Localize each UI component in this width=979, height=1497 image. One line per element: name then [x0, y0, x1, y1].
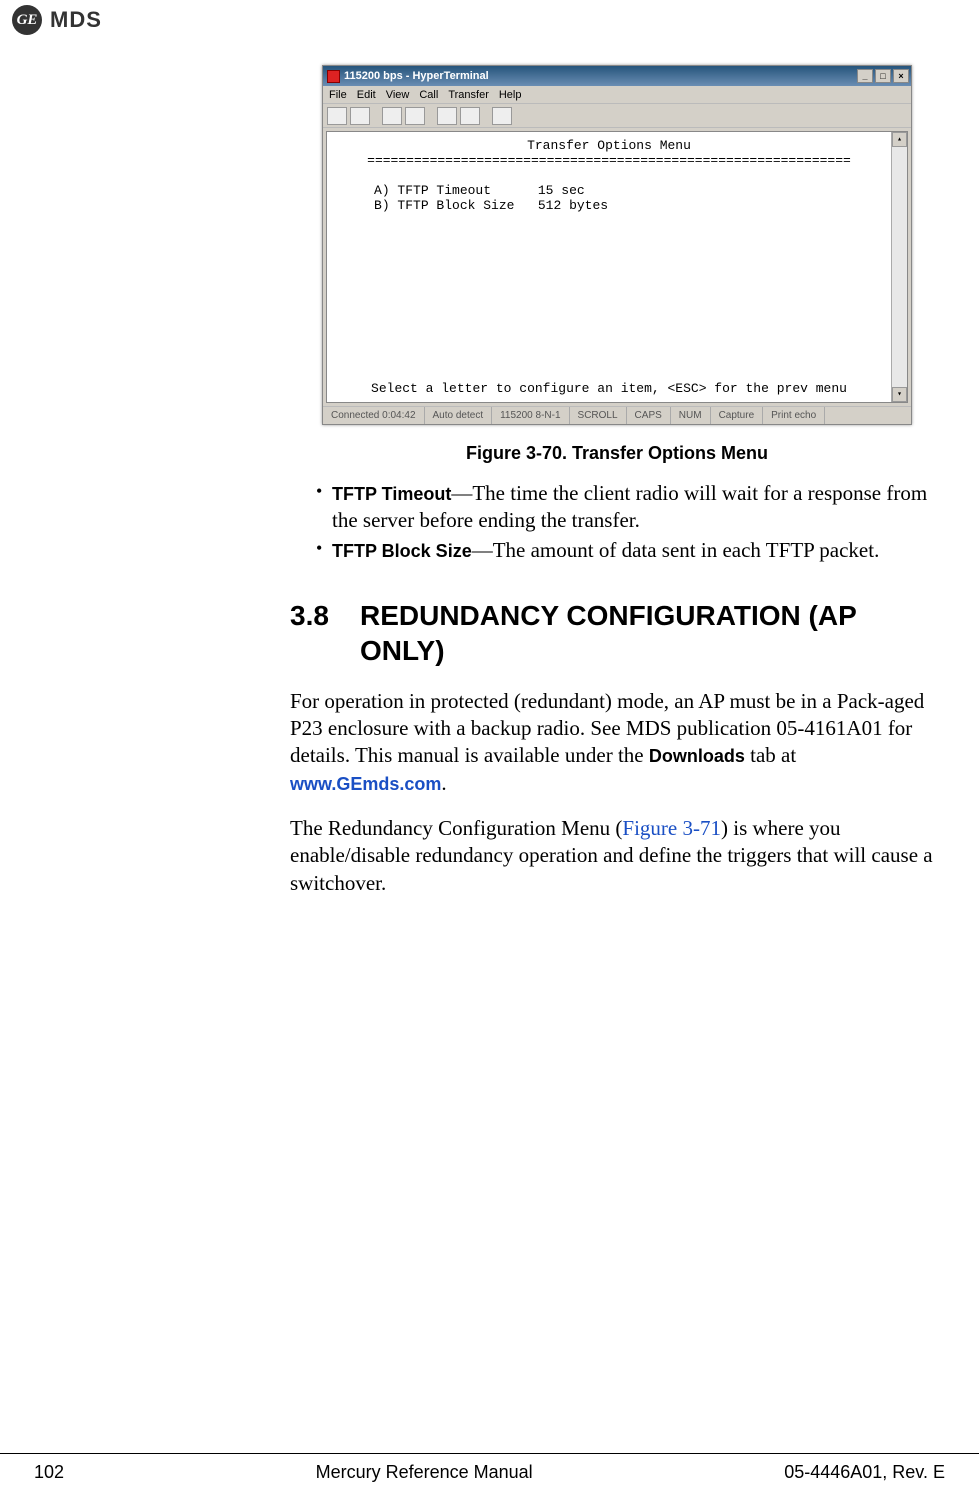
list-item: TFTP Timeout—The time the client radio w…: [316, 480, 944, 535]
menu-call[interactable]: Call: [419, 89, 438, 101]
brand-text: MDS: [50, 7, 102, 33]
toolbar-btn-5[interactable]: [437, 107, 457, 125]
toolbar-btn-6[interactable]: [460, 107, 480, 125]
terminal-text: Transfer Options Menu===================…: [327, 132, 891, 402]
window-titlebar: 115200 bps - HyperTerminal _ □ ×: [323, 66, 911, 86]
close-icon[interactable]: ×: [893, 69, 909, 83]
para1-text1: For operation in protected (redundant) m…: [290, 689, 924, 768]
para1-text3: .: [441, 771, 446, 795]
page-number: 102: [34, 1462, 64, 1483]
terminal-row-a-value: 15 sec: [538, 183, 585, 198]
ge-logo-icon: GE: [12, 5, 42, 35]
window-controls: _ □ ×: [857, 69, 909, 83]
status-printecho: Print echo: [763, 407, 825, 424]
para2-text1: The Redundancy Configuration Menu (: [290, 816, 622, 840]
terminal-row-a-label: A) TFTP Timeout: [374, 183, 491, 198]
term-tftp-timeout: TFTP Timeout: [332, 484, 451, 504]
scroll-up-icon[interactable]: ▴: [892, 132, 907, 147]
window-title: 115200 bps - HyperTerminal: [344, 70, 489, 82]
status-baud: 115200 8-N-1: [492, 407, 569, 424]
menu-view[interactable]: View: [386, 89, 410, 101]
para1-text2: tab at: [745, 743, 796, 767]
paragraph-1: For operation in protected (redundant) m…: [290, 688, 944, 797]
menu-transfer[interactable]: Transfer: [448, 89, 489, 101]
status-connected: Connected 0:04:42: [323, 407, 425, 424]
terminal-rule: ========================================…: [335, 153, 883, 168]
status-caps: CAPS: [627, 407, 671, 424]
maximize-icon[interactable]: □: [875, 69, 891, 83]
content-column: 115200 bps - HyperTerminal _ □ × File Ed…: [290, 65, 944, 915]
toolbar-btn-2[interactable]: [350, 107, 370, 125]
toolbar-btn-1[interactable]: [327, 107, 347, 125]
term-tftp-block-size: TFTP Block Size: [332, 541, 472, 561]
minimize-icon[interactable]: _: [857, 69, 873, 83]
menu-file[interactable]: File: [329, 89, 347, 101]
ge-logo-text: GE: [17, 12, 38, 29]
list-item: TFTP Block Size—The amount of data sent …: [316, 537, 944, 564]
menu-edit[interactable]: Edit: [357, 89, 376, 101]
section-title: REDUNDANCY CONFIGURATION (AP ONLY): [360, 598, 944, 668]
downloads-label: Downloads: [649, 746, 745, 766]
paragraph-2: The Redundancy Configuration Menu (Figur…: [290, 815, 944, 897]
scrollbar[interactable]: ▴ ▾: [891, 132, 907, 402]
terminal-row-b-value: 512 bytes: [538, 198, 608, 213]
bullet-list: TFTP Timeout—The time the client radio w…: [316, 480, 944, 564]
toolbar: [323, 104, 911, 128]
terminal-pane: Transfer Options Menu===================…: [326, 131, 908, 403]
status-capture: Capture: [711, 407, 764, 424]
statusbar: Connected 0:04:42 Auto detect 115200 8-N…: [323, 406, 911, 424]
toolbar-btn-4[interactable]: [405, 107, 425, 125]
figure-caption: Figure 3-70. Transfer Options Menu: [290, 443, 944, 464]
section-heading: 3.8 REDUNDANCY CONFIGURATION (AP ONLY): [290, 598, 944, 668]
scroll-down-icon[interactable]: ▾: [892, 387, 907, 402]
term-tftp-block-size-desc: —The amount of data sent in each TFTP pa…: [472, 538, 880, 562]
status-num: NUM: [671, 407, 711, 424]
menu-help[interactable]: Help: [499, 89, 522, 101]
hyperterminal-window: 115200 bps - HyperTerminal _ □ × File Ed…: [322, 65, 912, 425]
footer-docid: 05-4446A01, Rev. E: [784, 1462, 945, 1483]
footer-title: Mercury Reference Manual: [316, 1462, 533, 1483]
section-number: 3.8: [290, 598, 360, 668]
menubar: File Edit View Call Transfer Help: [323, 86, 911, 104]
page-header: GE MDS: [0, 0, 979, 40]
status-detect: Auto detect: [425, 407, 493, 424]
terminal-screen-title: Transfer Options Menu: [335, 138, 883, 153]
status-scroll: SCROLL: [570, 407, 627, 424]
terminal-prompt: Select a letter to configure an item, <E…: [327, 381, 891, 396]
toolbar-btn-7[interactable]: [492, 107, 512, 125]
toolbar-btn-3[interactable]: [382, 107, 402, 125]
gemds-link[interactable]: www.GEmds.com: [290, 774, 441, 794]
terminal-row-b-label: B) TFTP Block Size: [374, 198, 514, 213]
page-footer: 102 Mercury Reference Manual 05-4446A01,…: [0, 1453, 979, 1483]
app-icon: [327, 70, 340, 83]
figure-3-71-xref[interactable]: Figure 3-71: [622, 816, 721, 840]
